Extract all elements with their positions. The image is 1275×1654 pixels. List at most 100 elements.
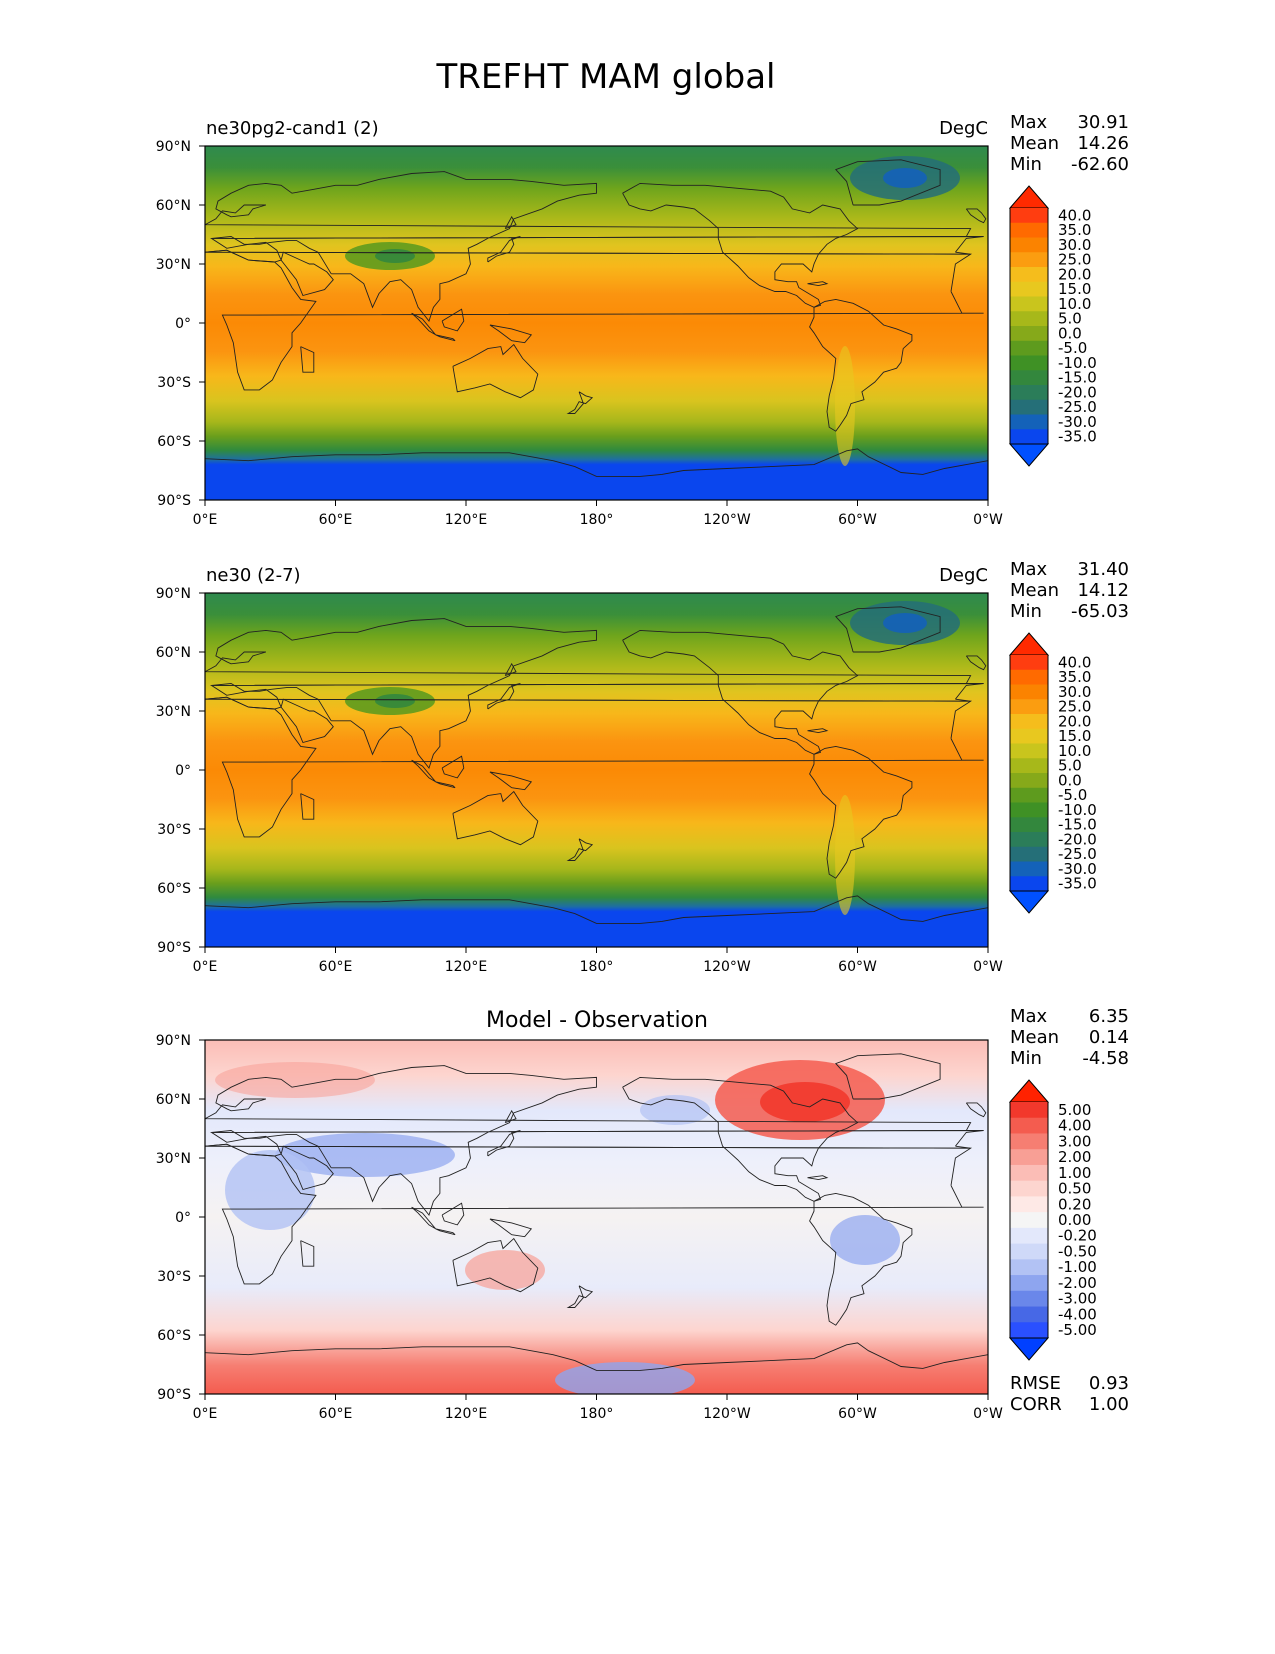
coastline-segment bbox=[280, 1145, 334, 1191]
colorbar-segment bbox=[1010, 1180, 1048, 1197]
stat-value: -65.03 bbox=[1071, 601, 1129, 622]
colorbar-segment bbox=[1010, 1243, 1048, 1260]
stat-label: Mean bbox=[1010, 1027, 1059, 1048]
colorbar-label: -3.00 bbox=[1058, 1290, 1097, 1308]
coastline-segment bbox=[205, 618, 984, 769]
coastline-segment bbox=[452, 790, 539, 846]
colorbar-label: -25.0 bbox=[1058, 398, 1097, 416]
coastlines bbox=[205, 606, 988, 924]
x-tick-label: 0°E bbox=[193, 959, 218, 975]
colorbar: 40.035.030.025.020.015.010.05.00.0-5.0-1… bbox=[1008, 632, 1097, 914]
coastline-segment bbox=[835, 606, 941, 653]
colorbar-label: 10.0 bbox=[1058, 742, 1091, 760]
colorbar-extend-min bbox=[1008, 443, 1050, 467]
coastline-segment bbox=[807, 728, 829, 734]
colorbar-label: -15.0 bbox=[1058, 816, 1097, 834]
coastline-segment bbox=[566, 391, 594, 414]
colorbar-segment bbox=[1010, 222, 1048, 238]
colorbar-label: 10.0 bbox=[1058, 295, 1091, 313]
coastlines bbox=[205, 159, 988, 477]
colorbar-extend-max bbox=[1008, 185, 1050, 209]
colorbar-segment bbox=[1010, 281, 1048, 297]
stats-block: Max 31.40 Mean 14.12 Min -65.03 bbox=[1010, 559, 1129, 622]
coastline-segment bbox=[504, 215, 517, 230]
coastline-segment bbox=[965, 655, 987, 671]
colorbar-segment bbox=[1010, 684, 1048, 700]
x-tick-label: 120°E bbox=[445, 512, 488, 528]
y-axis: 90°N 60°N 30°N 0° 30°S 60°S 90°S bbox=[156, 1033, 205, 1403]
x-tick-label: 120°W bbox=[703, 959, 751, 975]
colorbar-label: 20.0 bbox=[1058, 712, 1091, 730]
panel-model-ne30: ne30 (2-7) DegC 0°E 60°E 120°E 180° 120°W 60°… bbox=[156, 559, 1129, 975]
y-axis: 90°N 60°N 30°N 0° 30°S 60°S 90°S bbox=[156, 586, 205, 956]
colorbar-label: -1.00 bbox=[1058, 1258, 1097, 1276]
coastline-segment bbox=[452, 343, 539, 399]
y-axis: 90°N 60°N 30°N 0° 30°S 60°S 90°S bbox=[156, 139, 205, 509]
coastline-segment bbox=[489, 1218, 533, 1238]
colorbar-segment bbox=[1010, 876, 1048, 892]
y-tick-label: 90°S bbox=[157, 493, 191, 509]
colorbar-segment bbox=[1010, 714, 1048, 730]
stat-value: 0.14 bbox=[1089, 1027, 1129, 1048]
colorbar-segment bbox=[1010, 208, 1048, 224]
x-tick-label: 60°W bbox=[838, 1406, 877, 1422]
y-tick-label: 90°N bbox=[156, 586, 191, 602]
colorbar-extend-max bbox=[1008, 1079, 1050, 1103]
coastline-segment bbox=[566, 838, 594, 861]
colorbar-segment bbox=[1010, 296, 1048, 312]
colorbar-outline bbox=[1009, 1102, 1049, 1338]
colorbar-label: -0.50 bbox=[1058, 1242, 1097, 1260]
coastline-segment bbox=[487, 1130, 521, 1157]
colorbar-label: -5.0 bbox=[1058, 339, 1087, 357]
colorbar-segment bbox=[1010, 773, 1048, 789]
colorbar-label: 3.00 bbox=[1058, 1132, 1091, 1150]
coastline-segment bbox=[835, 159, 941, 206]
colorbar-outline bbox=[1009, 208, 1049, 444]
colorbar-label: 0.0 bbox=[1058, 324, 1082, 342]
map-area: 0°E 60°E 120°E 180° 120°W 60°W 0°W 90°N 60°N 30°… bbox=[156, 1033, 1003, 1422]
stat-value: -62.60 bbox=[1071, 154, 1129, 175]
coastline-segment bbox=[205, 696, 984, 838]
colorbar-label: 0.50 bbox=[1058, 1180, 1091, 1198]
colorbar-segment bbox=[1010, 743, 1048, 759]
coastline-segment bbox=[435, 334, 456, 342]
x-axis: 0°E 60°E 120°E 180° 120°W 60°W 0°W bbox=[193, 1394, 1003, 1422]
colorbar-segment bbox=[1010, 237, 1048, 253]
coastline-segment bbox=[452, 1237, 539, 1293]
colorbar-segment bbox=[1010, 846, 1048, 862]
x-tick-label: 120°W bbox=[703, 512, 751, 528]
x-tick-label: 60°E bbox=[319, 1406, 353, 1422]
colorbar-segment bbox=[1010, 832, 1048, 848]
map-area: 0°E 60°E 120°E 180° 120°W 60°W 0°W 90°N 60°N 30°… bbox=[156, 139, 1003, 528]
panel-title: Model - Observation bbox=[486, 1008, 708, 1033]
coastline-segment bbox=[280, 251, 334, 297]
stats-block: Max 30.91 Mean 14.26 Min -62.60 bbox=[1010, 112, 1129, 175]
coastline-segment bbox=[489, 771, 533, 791]
colorbar-label: -10.0 bbox=[1058, 801, 1097, 819]
coastline-segment bbox=[504, 1109, 517, 1124]
figure-title: TREFHT MAM global bbox=[435, 57, 775, 97]
colorbar-label: -15.0 bbox=[1058, 369, 1097, 387]
colorbar-segment bbox=[1010, 1133, 1048, 1150]
panel-units: DegC bbox=[939, 565, 988, 586]
coastline-segment bbox=[965, 208, 987, 224]
y-tick-label: 30°N bbox=[156, 257, 191, 273]
stat-value: -4.58 bbox=[1082, 1048, 1129, 1069]
coastline-segment bbox=[205, 1143, 984, 1285]
coastline-segment bbox=[205, 1342, 988, 1371]
coastline-segment bbox=[809, 745, 913, 879]
colorbar-segment bbox=[1010, 267, 1048, 283]
y-tick-label: 60°N bbox=[156, 645, 191, 661]
colorbar-segment bbox=[1010, 669, 1048, 685]
stat-value: 31.40 bbox=[1077, 559, 1129, 580]
colorbar-label: -4.00 bbox=[1058, 1305, 1097, 1323]
y-tick-label: 0° bbox=[175, 1210, 191, 1226]
colorbar-segment bbox=[1010, 370, 1048, 386]
panel-title: ne30pg2-cand1 (2) bbox=[206, 118, 379, 139]
colorbar-label: -20.0 bbox=[1058, 383, 1097, 401]
colorbar-label: 4.00 bbox=[1058, 1117, 1091, 1135]
x-tick-label: 180° bbox=[580, 959, 614, 975]
stat-value: 14.26 bbox=[1077, 133, 1129, 154]
colorbar-label: -35.0 bbox=[1058, 875, 1097, 893]
